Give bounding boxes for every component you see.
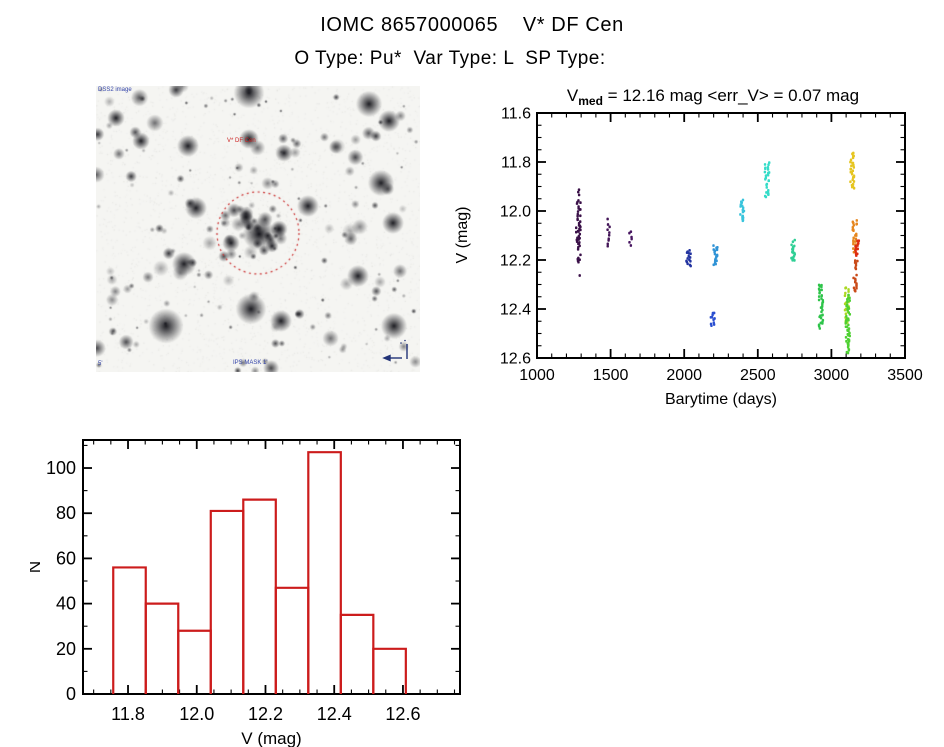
svg-text:12.2: 12.2: [500, 253, 531, 270]
finder-survey-label: DSS2 image: [98, 87, 132, 93]
svg-text:2000: 2000: [666, 367, 702, 384]
orientation-compass-icon: [382, 339, 408, 362]
svg-text:1500: 1500: [593, 367, 629, 384]
svg-text:11.8: 11.8: [501, 155, 531, 172]
magnitude-histogram: 11.8 12.0 12.2 12.4 12.6 V (mag) 0 20 40 60 80 100 N: [30, 439, 461, 747]
svg-text:Vmed = 12.16 mag <err_V> = 0.0: Vmed = 12.16 mag <err_V> = 0.07 mag: [567, 86, 859, 108]
svg-text:12.4: 12.4: [317, 704, 352, 724]
svg-text:Barytime (days): Barytime (days): [665, 391, 777, 408]
finder-target-label: V* DF Cen: [227, 138, 256, 144]
page-subtitle: O Type: Pu* Var Type: L SP Type:: [294, 48, 606, 69]
svg-text:60: 60: [56, 548, 76, 568]
svg-text:1000: 1000: [519, 367, 555, 384]
svg-text:V (mag): V (mag): [241, 729, 301, 747]
svg-text:100: 100: [46, 458, 76, 478]
svg-text:12.6: 12.6: [385, 704, 420, 724]
finder-chart-canvas: [96, 86, 420, 372]
svg-text:V (mag): V (mag): [455, 207, 471, 264]
svg-text:12.4: 12.4: [500, 302, 531, 319]
svg-text:12.0: 12.0: [179, 704, 214, 724]
svg-text:40: 40: [56, 594, 76, 614]
svg-text:20: 20: [56, 639, 76, 659]
svg-text:0: 0: [66, 684, 76, 704]
svg-text:3000: 3000: [814, 367, 850, 384]
svg-text:80: 80: [56, 503, 76, 523]
page-title: IOMC 8657000065 V* DF Cen: [320, 14, 624, 36]
svg-text:11.6: 11.6: [501, 106, 531, 123]
svg-text:2500: 2500: [740, 367, 776, 384]
finder-mask-label: IPS MASK 1': [233, 360, 268, 366]
finder-chart: DSS2 image V* DF Cen IPS MASK 1' 5': [96, 86, 420, 372]
svg-text:12.2: 12.2: [248, 704, 283, 724]
svg-text:12.6: 12.6: [500, 351, 531, 368]
svg-text:11.8: 11.8: [111, 704, 145, 724]
svg-text:3500: 3500: [887, 367, 923, 384]
svg-text:N: N: [30, 561, 44, 573]
svg-text:12.0: 12.0: [500, 204, 531, 221]
finder-scale-label: 5': [98, 361, 103, 367]
